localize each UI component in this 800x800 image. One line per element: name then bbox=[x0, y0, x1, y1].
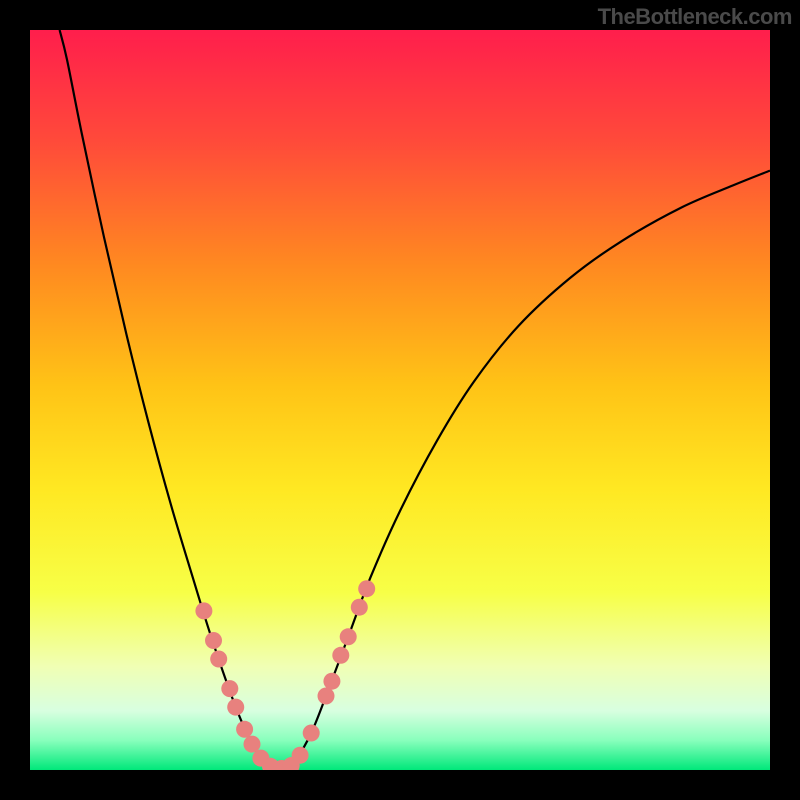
chart-svg bbox=[30, 30, 770, 770]
data-marker bbox=[323, 673, 340, 690]
data-marker bbox=[292, 747, 309, 764]
data-marker bbox=[244, 736, 261, 753]
gradient-background bbox=[30, 30, 770, 770]
data-marker bbox=[236, 721, 253, 738]
watermark-text: TheBottleneck.com bbox=[598, 4, 792, 30]
data-marker bbox=[340, 628, 357, 645]
data-marker bbox=[205, 632, 222, 649]
chart-container: TheBottleneck.com bbox=[0, 0, 800, 800]
data-marker bbox=[332, 647, 349, 664]
data-marker bbox=[318, 688, 335, 705]
data-marker bbox=[210, 651, 227, 668]
data-marker bbox=[221, 680, 238, 697]
data-marker bbox=[227, 699, 244, 716]
data-marker bbox=[358, 580, 375, 597]
plot-area bbox=[30, 30, 770, 770]
data-marker bbox=[195, 602, 212, 619]
data-marker bbox=[351, 599, 368, 616]
data-marker bbox=[303, 725, 320, 742]
